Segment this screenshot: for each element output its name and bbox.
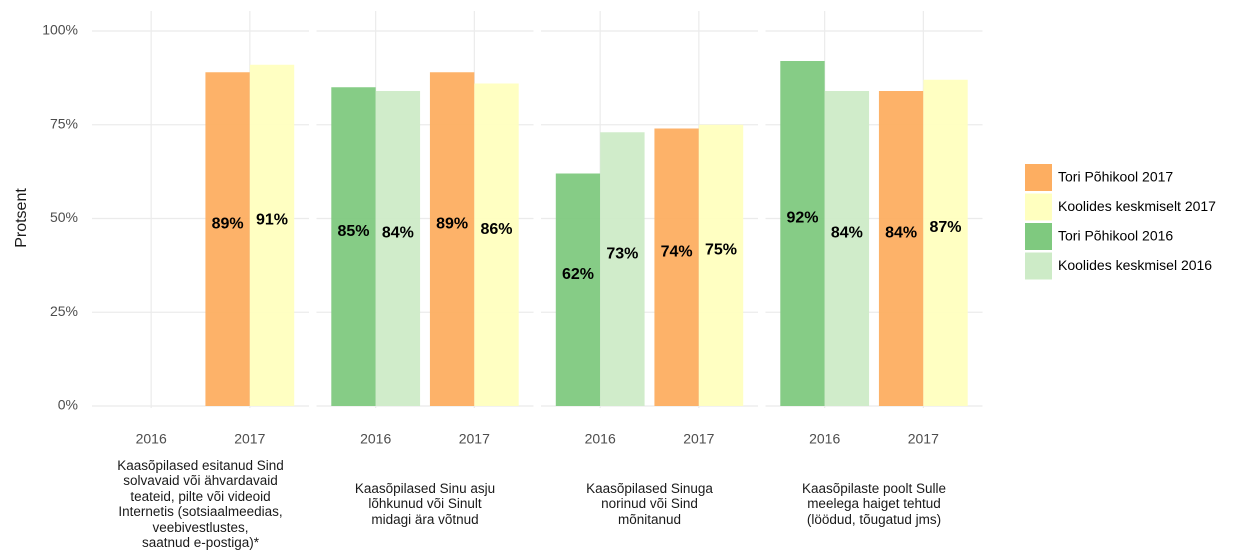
bar [249,64,295,406]
legend-key [1025,252,1052,280]
legend-key [1025,223,1052,250]
value-label: 62% [562,266,594,283]
legend-label: Tori Põhikool 2016 [1058,228,1173,244]
value-label: 86% [480,221,512,238]
value-label: 89% [212,215,244,232]
bar [555,173,601,406]
facet-label: Kaasõpilaste poolt Sulle meelega haiget … [801,480,947,527]
bar [780,61,825,406]
legend-label: Koolides keskmisel 2016 [1058,257,1212,273]
y-tick-label: 75% [50,115,78,131]
legend-key [1025,193,1052,221]
y-tick-label: 100% [42,22,78,38]
value-label: 75% [705,242,737,259]
y-axis-label: Protsent [13,188,30,248]
legend-label: Tori Põhikool 2017 [1058,169,1173,185]
bar [923,79,968,406]
x-tick-label: 2017 [459,431,490,447]
value-label: 84% [885,225,917,242]
value-label: 84% [382,225,414,242]
bar [824,91,870,406]
x-tick-label: 2017 [908,431,939,447]
x-tick-label: 2016 [809,431,840,447]
value-label: 73% [606,245,638,262]
x-tick-label: 2017 [683,431,714,447]
facet-label-box: Kaasõpilaste poolt Sulle meelega haiget … [766,452,983,556]
y-tick-label: 50% [50,209,78,225]
x-tick-label: 2016 [585,431,616,447]
legend-key [1025,164,1052,191]
value-label: 87% [929,219,961,236]
facet-label: Kaasõpilased Sinu asju lõhkunud või Sinu… [354,480,496,527]
y-tick-label: 25% [50,303,78,319]
value-label: 84% [831,225,863,242]
bar [698,124,744,406]
facet-label-box: Kaasõpilased esitanud Sind solvavaid või… [92,452,309,556]
bar [205,72,250,406]
bar [474,83,519,406]
facet-label: Kaasõpilased esitanud Sind solvavaid või… [117,457,284,551]
bar [375,91,421,406]
facet-label-box: Kaasõpilased Sinu asju lõhkunud või Sinu… [317,452,534,556]
bar [878,91,924,406]
y-tick-label: 0% [58,397,78,413]
bar [600,132,645,406]
x-tick-label: 2016 [136,431,167,447]
value-label: 85% [337,223,369,240]
legend-label: Koolides keskmiselt 2017 [1058,198,1216,214]
x-tick-label: 2016 [360,431,391,447]
facet-label: Kaasõpilased Sinuga norinud või Sind mõn… [586,480,713,527]
facet-label-box: Kaasõpilased Sinuga norinud või Sind mõn… [541,452,758,556]
bar [331,87,376,406]
x-tick-label: 2017 [234,431,265,447]
value-label: 92% [786,210,818,227]
value-label: 91% [256,212,288,229]
bar [429,72,475,406]
bar [654,128,699,406]
value-label: 74% [661,243,693,260]
value-label: 89% [436,215,468,232]
